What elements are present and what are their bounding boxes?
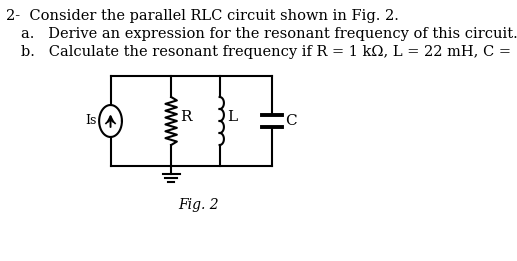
Text: 2-  Consider the parallel RLC circuit shown in Fig. 2.: 2- Consider the parallel RLC circuit sho…: [6, 9, 399, 23]
Text: R: R: [180, 110, 192, 124]
Text: L: L: [227, 110, 238, 124]
Text: C: C: [285, 114, 297, 128]
Text: Is: Is: [86, 115, 97, 128]
Text: Fig. 2: Fig. 2: [178, 198, 219, 212]
Text: b.   Calculate the resonant frequency if R = 1 kΩ, L = 22 mH, C = 1μF.: b. Calculate the resonant frequency if R…: [21, 45, 517, 59]
Text: a.   Derive an expression for the resonant frequency of this circuit.: a. Derive an expression for the resonant…: [21, 27, 517, 41]
